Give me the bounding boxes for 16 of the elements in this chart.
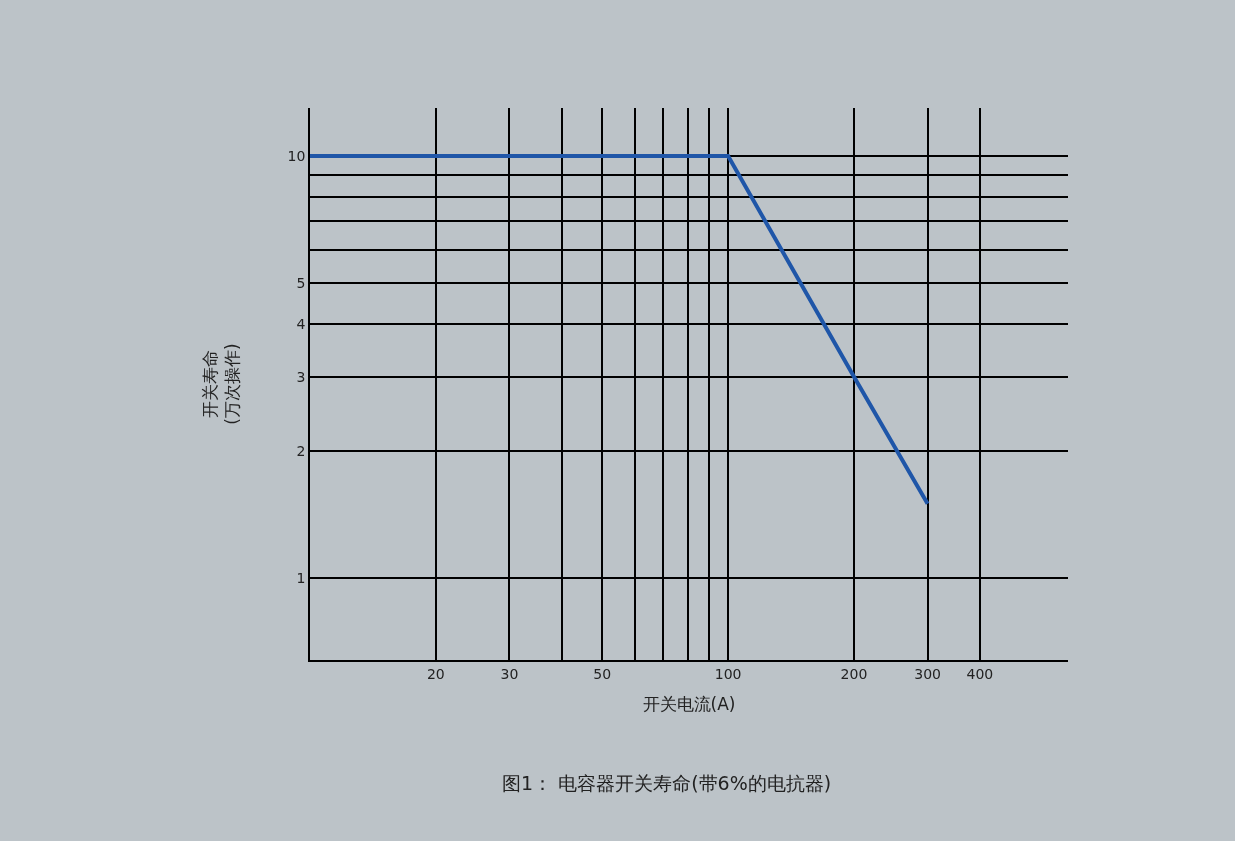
x-tick-label: 400 [966, 665, 994, 682]
y-tick-label: 10 [287, 147, 306, 164]
caption: 图1： 电容器开关寿命(带6%的电抗器) [502, 772, 832, 794]
y-tick-label: 4 [296, 315, 306, 332]
x-tick-label: 20 [426, 665, 445, 682]
x-tick-label: 50 [593, 665, 612, 682]
y-tick-label: 3 [296, 368, 306, 385]
x-tick-label: 300 [914, 665, 941, 682]
y-tick-label: 5 [296, 275, 306, 292]
y-axis-title: 开关寿命 (万次操作) [199, 343, 242, 425]
x-axis-title: 开关电流(A) [642, 694, 736, 715]
y-tick-label: 1 [296, 570, 306, 587]
x-tick-label: 200 [840, 665, 868, 682]
y-tick-label: 2 [296, 443, 306, 460]
x-tick-label: 100 [714, 665, 742, 682]
x-tick-label: 30 [500, 665, 519, 682]
